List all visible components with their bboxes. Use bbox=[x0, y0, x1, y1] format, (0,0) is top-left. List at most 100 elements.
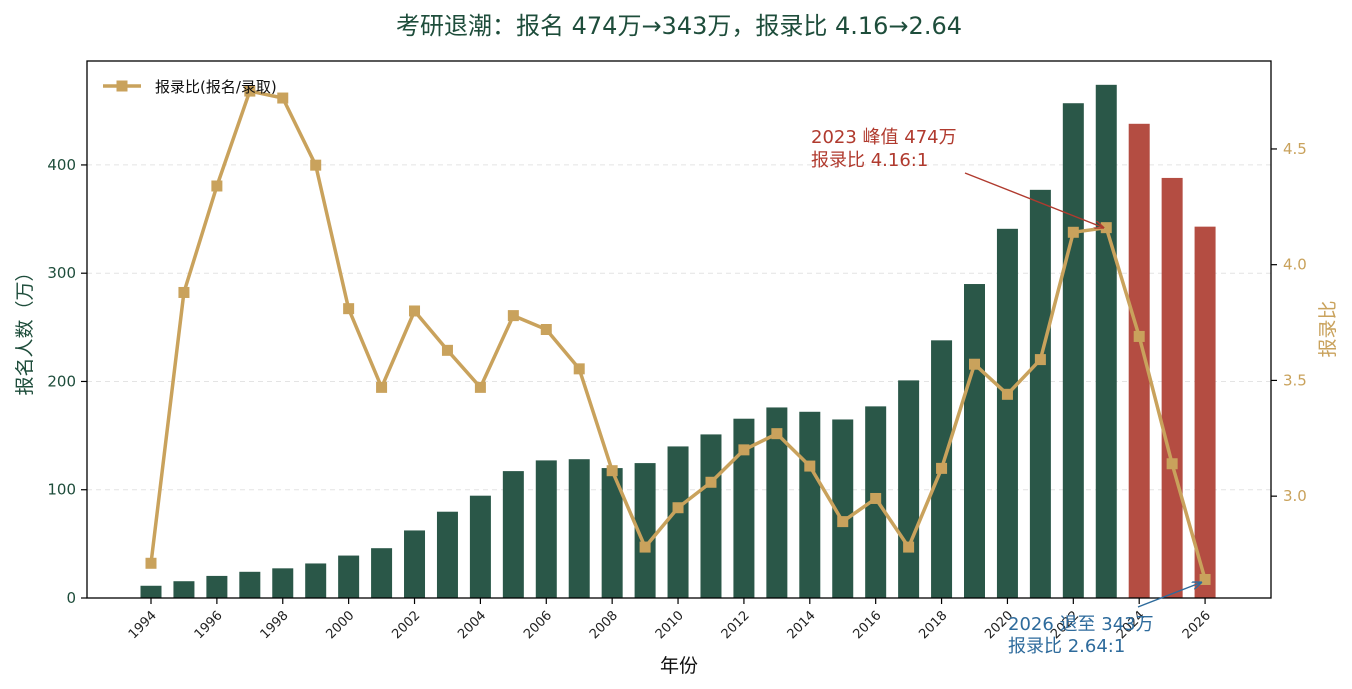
bar-2007 bbox=[568, 459, 590, 598]
bar-2000 bbox=[338, 555, 360, 598]
x-tick-label: 1998 bbox=[258, 608, 292, 642]
ratio-point-2021 bbox=[1034, 354, 1046, 366]
left-tick-label: 300 bbox=[47, 264, 76, 282]
ratio-point-2010 bbox=[672, 502, 684, 514]
x-tick-label: 2000 bbox=[323, 608, 357, 642]
ratio-point-2011 bbox=[705, 476, 717, 488]
x-tick-label: 2026 bbox=[1180, 608, 1214, 642]
ratio-point-2002 bbox=[409, 305, 421, 317]
x-tick-label: 2012 bbox=[719, 608, 753, 642]
bar-series bbox=[140, 84, 1216, 599]
bar-2010 bbox=[667, 446, 689, 598]
x-tick-label: 2008 bbox=[587, 608, 621, 642]
bar-1999 bbox=[305, 563, 327, 598]
x-tick-label: 2014 bbox=[785, 608, 819, 642]
bar-1995 bbox=[173, 581, 195, 598]
ratio-point-2006 bbox=[540, 324, 552, 335]
right-tick-label: 3.0 bbox=[1283, 487, 1307, 505]
ratio-point-2000 bbox=[343, 303, 355, 315]
plot-frame bbox=[86, 60, 1272, 599]
x-tick-label: 1996 bbox=[192, 608, 226, 642]
bar-2012 bbox=[733, 418, 755, 598]
ratio-point-1994 bbox=[145, 557, 157, 569]
left-tick-label: 0 bbox=[66, 589, 76, 607]
right-y-axis-label: 报录比 bbox=[1317, 300, 1339, 357]
ratio-point-2003 bbox=[441, 344, 453, 356]
ratio-point-2024 bbox=[1133, 330, 1145, 342]
ratio-point-2014 bbox=[804, 460, 816, 472]
x-tick-label: 2006 bbox=[521, 608, 555, 642]
x-tick-label: 2016 bbox=[851, 608, 885, 642]
ratio-point-2022 bbox=[1067, 226, 1079, 238]
left-tick-label: 400 bbox=[47, 156, 76, 174]
annotation-decline-line-2: 报录比 2.64:1 bbox=[1008, 636, 1125, 657]
annotation-decline-line-1: 2026 退至 343万 bbox=[1008, 614, 1154, 635]
ratio-point-2009 bbox=[639, 541, 651, 553]
annotation-peak-line-2: 报录比 4.16:1 bbox=[811, 150, 928, 171]
annotation-peak-arrow bbox=[964, 172, 1103, 228]
left-tick-label: 200 bbox=[47, 372, 76, 390]
ratio-point-2015 bbox=[837, 516, 849, 528]
ratio-point-2018 bbox=[936, 462, 948, 474]
left-y-axis-label: 报名人数（万） bbox=[14, 262, 36, 395]
bar-2015 bbox=[832, 419, 854, 598]
ratio-point-1999 bbox=[310, 159, 322, 171]
bar-2022 bbox=[1062, 103, 1084, 599]
x-tick-label: 2010 bbox=[653, 608, 687, 642]
ratio-point-2004 bbox=[474, 381, 486, 393]
bar-2021 bbox=[1029, 189, 1051, 598]
bar-2013 bbox=[766, 407, 788, 598]
annotation-peak-line-1: 2023 峰值 474万 bbox=[811, 127, 957, 148]
bar-2020 bbox=[996, 228, 1018, 598]
bar-2009 bbox=[634, 463, 656, 598]
bar-2024 bbox=[1128, 123, 1150, 598]
ratio-point-1995 bbox=[178, 286, 190, 298]
bar-1997 bbox=[239, 571, 261, 598]
bar-2011 bbox=[700, 434, 722, 598]
ratio-point-2020 bbox=[1001, 388, 1013, 400]
bar-2025 bbox=[1161, 177, 1183, 598]
ratio-point-2013 bbox=[771, 428, 783, 440]
left-tick-label: 100 bbox=[47, 481, 76, 499]
right-y-axis: 3.0 3.5 4.0 4.5 bbox=[1271, 140, 1307, 505]
ratio-point-2026 bbox=[1199, 573, 1211, 585]
chart-title: 考研退潮：报名 474万→343万，报录比 4.16→2.64 bbox=[396, 12, 962, 40]
bar-2008 bbox=[601, 468, 623, 598]
ratio-point-2005 bbox=[507, 310, 519, 322]
bar-2017 bbox=[898, 380, 920, 598]
bar-1996 bbox=[206, 575, 228, 598]
bar-2003 bbox=[436, 511, 458, 598]
legend-label: 报录比(报名/录取) bbox=[155, 78, 277, 96]
ratio-point-2007 bbox=[573, 363, 585, 375]
bar-2019 bbox=[964, 284, 985, 598]
x-axis-label: 年份 bbox=[660, 655, 698, 677]
left-y-axis: 0 100 200 300 400 bbox=[47, 156, 87, 607]
ratio-point-2001 bbox=[376, 381, 388, 393]
bar-2004 bbox=[469, 495, 491, 598]
bar-1994 bbox=[140, 585, 162, 598]
bar-2001 bbox=[371, 548, 393, 598]
x-tick-label: 2002 bbox=[389, 608, 423, 642]
bar-2006 bbox=[535, 460, 557, 598]
ratio-point-2008 bbox=[606, 465, 618, 477]
legend: 报录比(报名/录取) bbox=[103, 78, 277, 96]
gridlines bbox=[87, 164, 1271, 491]
legend-marker-swatch bbox=[116, 80, 128, 92]
x-tick-label: 2018 bbox=[916, 608, 950, 642]
right-tick-label: 4.5 bbox=[1283, 140, 1307, 158]
ratio-point-2019 bbox=[969, 358, 980, 370]
ratio-point-2023 bbox=[1100, 222, 1112, 234]
ratio-line-series bbox=[145, 85, 1211, 585]
ratio-point-2017 bbox=[903, 541, 915, 553]
x-tick-label: 1994 bbox=[126, 608, 160, 642]
ratio-point-1996 bbox=[211, 180, 223, 192]
ratio-point-1997 bbox=[244, 85, 256, 97]
right-tick-label: 4.0 bbox=[1283, 256, 1307, 274]
right-tick-label: 3.5 bbox=[1283, 371, 1307, 389]
bar-2026 bbox=[1194, 226, 1216, 599]
ratio-point-2016 bbox=[870, 492, 882, 504]
bar-2002 bbox=[404, 530, 426, 598]
x-tick-label: 2004 bbox=[455, 608, 489, 642]
ratio-point-2025 bbox=[1166, 458, 1178, 470]
